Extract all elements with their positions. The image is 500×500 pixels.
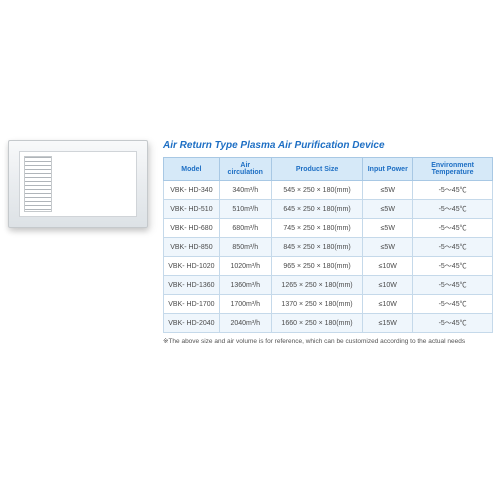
table-row: VBK- HD-17001700m³/h1370 × 250 × 180(mm)… bbox=[164, 295, 493, 314]
table-row: VBK- HD-850850m³/h845 × 250 × 180(mm)≤5W… bbox=[164, 238, 493, 257]
table-cell: -5～45℃ bbox=[413, 200, 493, 219]
table-cell: -5～45℃ bbox=[413, 314, 493, 333]
product-image-area bbox=[0, 140, 155, 228]
table-row: VBK- HD-20402040m³/h1660 × 250 × 180(mm)… bbox=[164, 314, 493, 333]
table-cell: 1370 × 250 × 180(mm) bbox=[271, 295, 363, 314]
page-title: Air Return Type Plasma Air Purification … bbox=[163, 140, 500, 151]
table-row: VBK- HD-13601360m³/h1265 × 250 × 180(mm)… bbox=[164, 276, 493, 295]
table-cell: 645 × 250 × 180(mm) bbox=[271, 200, 363, 219]
table-cell: ≤5W bbox=[363, 200, 413, 219]
table-row: VBK- HD-340340m³/h545 × 250 × 180(mm)≤5W… bbox=[164, 181, 493, 200]
table-row: VBK- HD-680680m³/h745 × 250 × 180(mm)≤5W… bbox=[164, 219, 493, 238]
device-grille bbox=[24, 156, 52, 212]
footnote-text: ※The above size and air volume is for re… bbox=[163, 337, 500, 345]
table-cell: 510m³/h bbox=[219, 200, 271, 219]
table-cell: 2040m³/h bbox=[219, 314, 271, 333]
table-cell: -5～45℃ bbox=[413, 181, 493, 200]
col-header-temperature: Environment Temperature bbox=[413, 158, 493, 181]
table-cell: 1360m³/h bbox=[219, 276, 271, 295]
table-cell: 680m³/h bbox=[219, 219, 271, 238]
device-panel bbox=[19, 151, 137, 217]
table-cell: 965 × 250 × 180(mm) bbox=[271, 257, 363, 276]
device-illustration bbox=[8, 140, 148, 228]
table-cell: VBK- HD-1020 bbox=[164, 257, 220, 276]
table-cell: VBK- HD-850 bbox=[164, 238, 220, 257]
table-cell: 845 × 250 × 180(mm) bbox=[271, 238, 363, 257]
table-cell: VBK- HD-680 bbox=[164, 219, 220, 238]
page-container: Air Return Type Plasma Air Purification … bbox=[0, 0, 500, 500]
table-header-row: Model Air circulation Product Size Input… bbox=[164, 158, 493, 181]
table-cell: 1265 × 250 × 180(mm) bbox=[271, 276, 363, 295]
table-cell: ≤5W bbox=[363, 219, 413, 238]
col-header-power: Input Power bbox=[363, 158, 413, 181]
table-cell: ≤5W bbox=[363, 238, 413, 257]
table-cell: -5～45℃ bbox=[413, 276, 493, 295]
table-cell: VBK- HD-1360 bbox=[164, 276, 220, 295]
table-cell: 850m³/h bbox=[219, 238, 271, 257]
table-cell: -5～45℃ bbox=[413, 238, 493, 257]
col-header-size: Product Size bbox=[271, 158, 363, 181]
table-cell: ≤5W bbox=[363, 181, 413, 200]
table-cell: 1020m³/h bbox=[219, 257, 271, 276]
col-header-circulation: Air circulation bbox=[219, 158, 271, 181]
table-cell: 745 × 250 × 180(mm) bbox=[271, 219, 363, 238]
table-body: VBK- HD-340340m³/h545 × 250 × 180(mm)≤5W… bbox=[164, 181, 493, 333]
content-area: Air Return Type Plasma Air Purification … bbox=[155, 140, 500, 345]
table-cell: -5～45℃ bbox=[413, 257, 493, 276]
table-cell: 340m³/h bbox=[219, 181, 271, 200]
table-cell: ≤10W bbox=[363, 276, 413, 295]
table-cell: VBK- HD-340 bbox=[164, 181, 220, 200]
table-cell: -5～45℃ bbox=[413, 219, 493, 238]
table-row: VBK- HD-510510m³/h645 × 250 × 180(mm)≤5W… bbox=[164, 200, 493, 219]
table-cell: ≤10W bbox=[363, 257, 413, 276]
table-cell: VBK- HD-1700 bbox=[164, 295, 220, 314]
table-row: VBK- HD-10201020m³/h965 × 250 × 180(mm)≤… bbox=[164, 257, 493, 276]
spec-table: Model Air circulation Product Size Input… bbox=[163, 157, 493, 333]
table-cell: ≤10W bbox=[363, 295, 413, 314]
table-cell: 1700m³/h bbox=[219, 295, 271, 314]
table-cell: -5～45℃ bbox=[413, 295, 493, 314]
col-header-model: Model bbox=[164, 158, 220, 181]
table-cell: VBK- HD-2040 bbox=[164, 314, 220, 333]
table-cell: VBK- HD-510 bbox=[164, 200, 220, 219]
table-cell: ≤15W bbox=[363, 314, 413, 333]
table-cell: 545 × 250 × 180(mm) bbox=[271, 181, 363, 200]
table-cell: 1660 × 250 × 180(mm) bbox=[271, 314, 363, 333]
